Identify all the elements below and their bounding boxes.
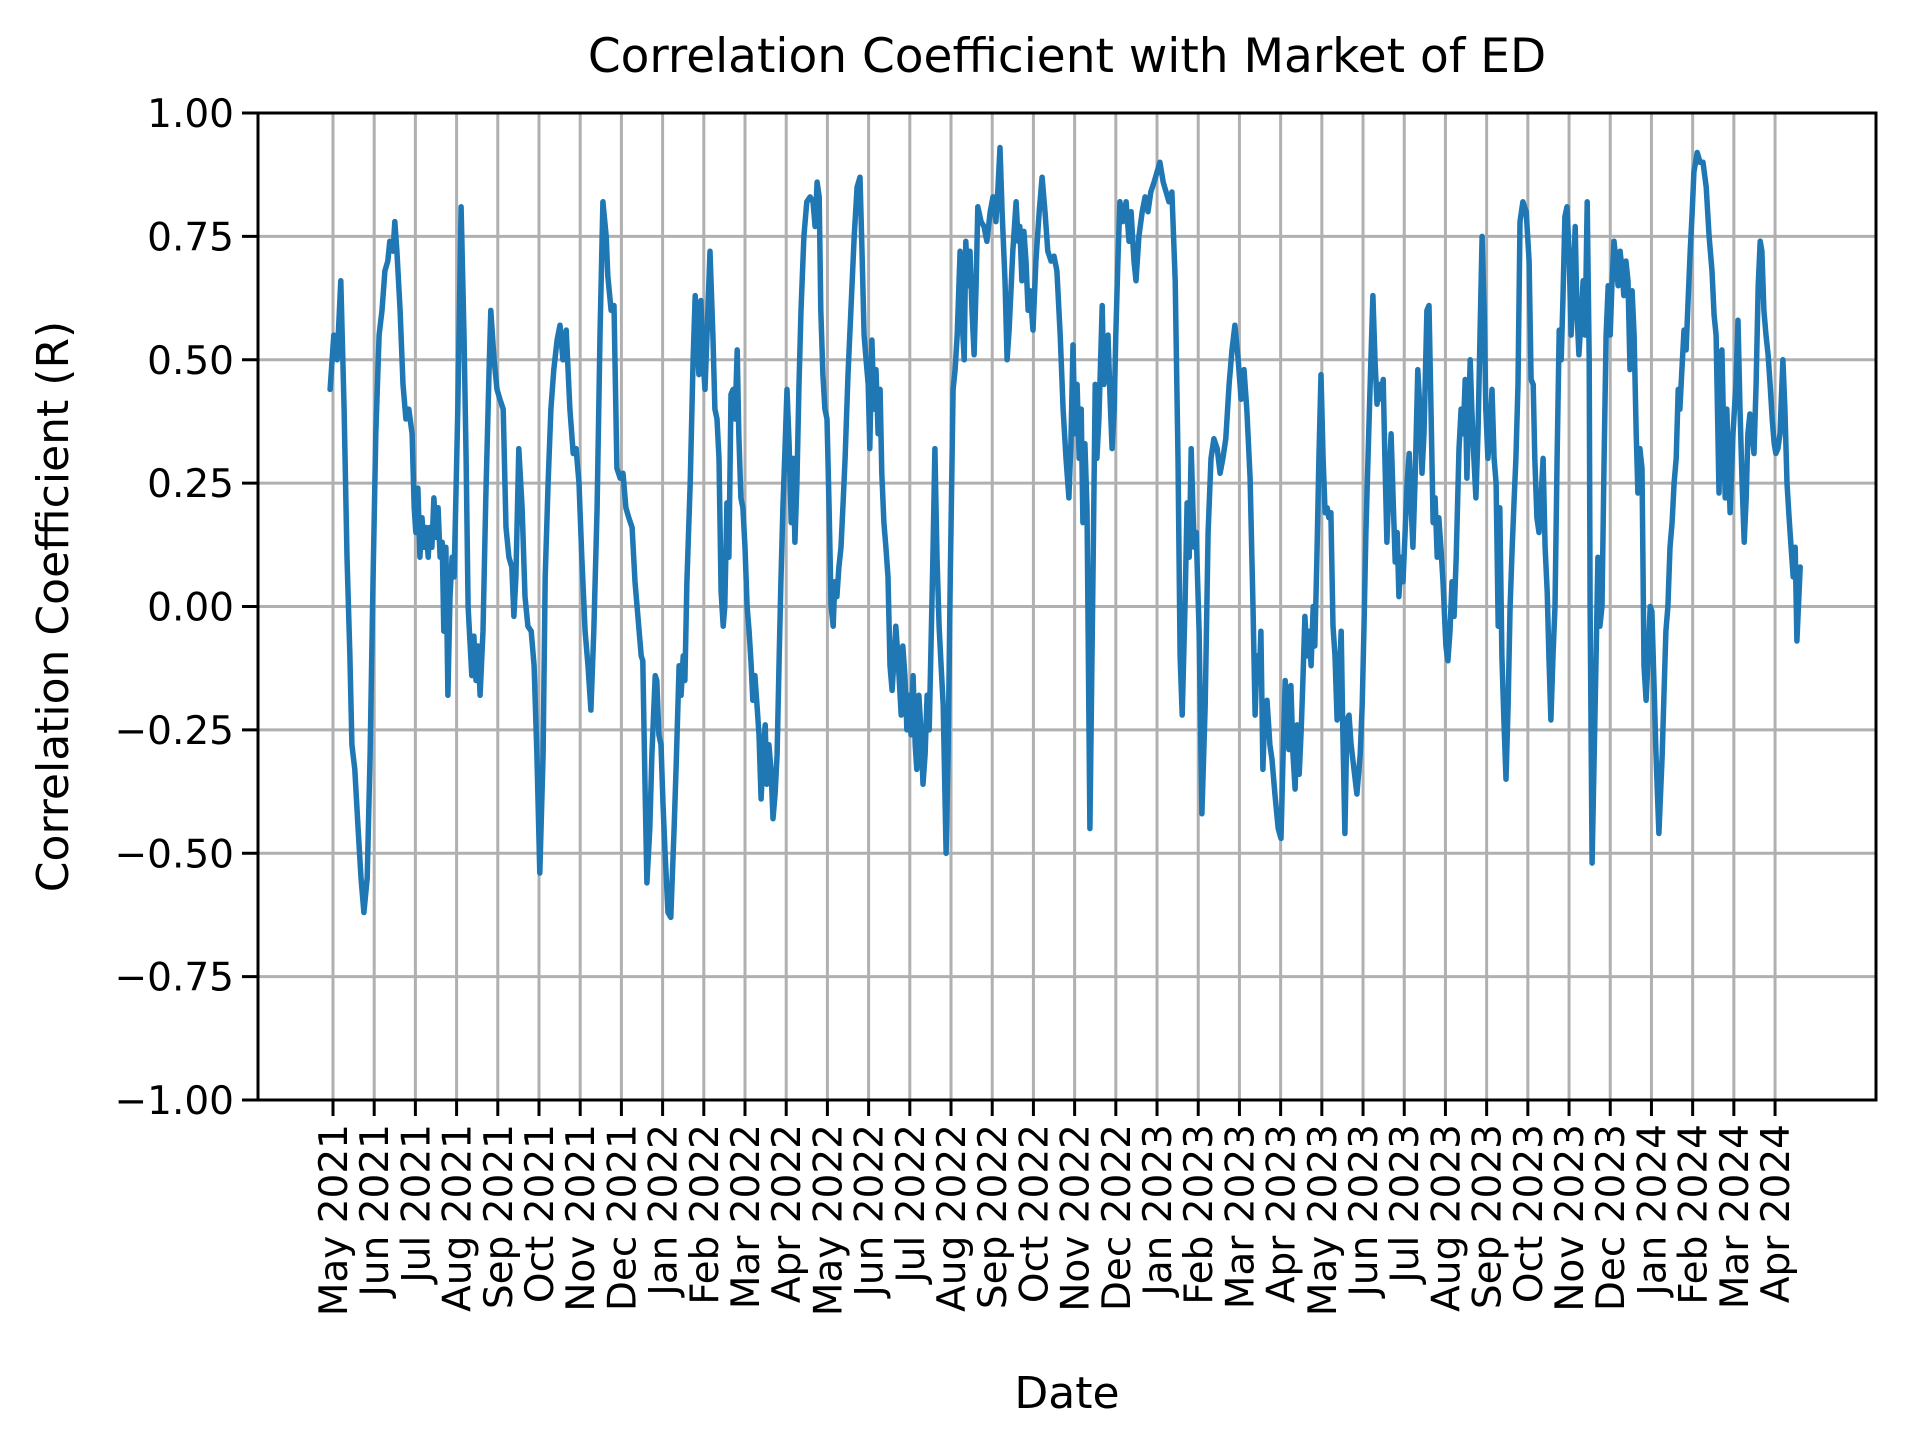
x-tick-label: Aug 2022 — [930, 1124, 975, 1312]
x-tick-label: Aug 2023 — [1424, 1124, 1469, 1312]
y-tick-label: 0.25 — [147, 462, 234, 507]
x-tick-label: Nov 2021 — [559, 1124, 604, 1312]
x-tick-label: Jul 2021 — [394, 1124, 439, 1286]
x-tick-label: Jul 2022 — [889, 1124, 934, 1286]
x-tick-label: Mar 2022 — [724, 1124, 769, 1309]
x-tick-label: Apr 2024 — [1754, 1124, 1799, 1303]
x-tick-label: Oct 2022 — [1012, 1124, 1057, 1303]
y-tick-label: 0.50 — [147, 339, 234, 384]
y-tick-label: 0.00 — [147, 586, 234, 631]
x-tick-label: Apr 2023 — [1260, 1124, 1305, 1303]
x-tick-label: Feb 2022 — [683, 1124, 728, 1305]
x-tick-label: Aug 2021 — [436, 1124, 481, 1312]
y-tick-label: −0.25 — [114, 709, 234, 754]
x-tick-label: Dec 2022 — [1095, 1124, 1140, 1311]
x-tick-label: Jun 2023 — [1342, 1124, 1387, 1300]
y-axis-label: Correlation Coefficient (R) — [28, 321, 79, 892]
x-tick-label: May 2023 — [1301, 1124, 1346, 1316]
x-tick-label: Dec 2021 — [600, 1124, 645, 1311]
y-tick-label: −1.00 — [114, 1079, 234, 1124]
x-tick-label: Jan 2022 — [642, 1124, 687, 1299]
x-tick-label: Sep 2021 — [477, 1124, 522, 1309]
y-tick-label: −0.75 — [114, 956, 234, 1001]
x-tick-label: Jan 2023 — [1136, 1124, 1181, 1299]
correlation-series-path — [327, 144, 1803, 921]
axes-spines — [256, 111, 1878, 1102]
gridlines — [258, 113, 1876, 1100]
x-tick-label: Jun 2022 — [848, 1124, 893, 1300]
plot-border — [256, 111, 1878, 1102]
x-tick-label: Jan 2024 — [1630, 1124, 1675, 1299]
x-tick-label: Sep 2023 — [1466, 1124, 1511, 1309]
x-tick-label: Nov 2022 — [1054, 1124, 1099, 1312]
x-tick-label: Mar 2023 — [1218, 1124, 1263, 1309]
x-tick-label: Sep 2022 — [971, 1124, 1016, 1309]
x-tick-label: May 2022 — [806, 1124, 851, 1316]
x-tick-label: Oct 2023 — [1507, 1124, 1552, 1303]
x-tick-label: Mar 2024 — [1713, 1124, 1758, 1309]
x-tick-label: Jun 2021 — [353, 1124, 398, 1300]
series-line — [327, 144, 1803, 921]
x-tick-label: Feb 2024 — [1672, 1124, 1717, 1305]
x-tick-label: Feb 2023 — [1177, 1124, 1222, 1305]
y-tick-label: −0.50 — [114, 832, 234, 877]
y-tick-label: 0.75 — [147, 215, 234, 260]
x-tick-label: May 2021 — [312, 1124, 357, 1316]
x-tick-label: Oct 2021 — [518, 1124, 563, 1303]
x-tick-label: Nov 2023 — [1548, 1124, 1593, 1312]
x-tick-label: Apr 2022 — [765, 1124, 810, 1303]
x-tick-label: Jul 2023 — [1383, 1124, 1428, 1286]
y-tick-label: 1.00 — [147, 92, 234, 137]
x-axis-label: Date — [1014, 1368, 1119, 1419]
tick-marks — [242, 111, 1777, 1116]
chart-title: Correlation Coefficient with Market of E… — [588, 29, 1546, 84]
x-tick-label: Dec 2023 — [1589, 1124, 1634, 1311]
